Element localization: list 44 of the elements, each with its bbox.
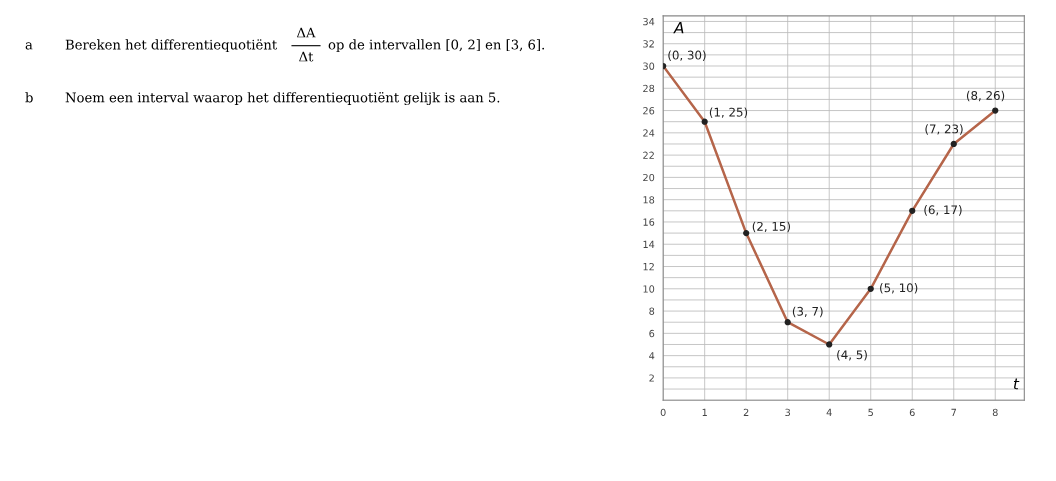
- annotation: (8, 26): [966, 90, 1005, 102]
- text: b: [25, 92, 33, 103]
- y-tick-label: 2: [649, 374, 654, 382]
- y-tick-label: 22: [643, 151, 654, 159]
- annotation: (3, 7): [792, 306, 823, 318]
- y-tick-label: 28: [643, 84, 655, 93]
- y-tick-label: 18: [643, 196, 655, 204]
- y-tick-label: 16: [643, 218, 655, 226]
- annotation: (6, 17): [924, 205, 962, 216]
- y-tick-label: 24: [643, 129, 655, 137]
- x-tick-label: 1: [702, 408, 707, 416]
- x-tick-label: 3: [785, 408, 791, 417]
- x-tick-label: 7: [951, 408, 957, 416]
- x-axis-title: t: [1013, 378, 1020, 390]
- x-tick-label: 0: [660, 408, 666, 417]
- x-tick-label: 2: [743, 408, 749, 416]
- text: ΔA: [296, 27, 316, 38]
- annotation: (5, 10): [880, 283, 918, 294]
- annotation: (4, 5): [837, 350, 867, 361]
- y-tick-label: 20: [643, 173, 655, 182]
- x-tick-label: 8: [992, 408, 998, 417]
- y-axis-title: A: [673, 22, 684, 34]
- y-tick-label: 14: [643, 240, 655, 248]
- y-tick-label: 30: [643, 62, 655, 70]
- text: Δt: [299, 51, 314, 62]
- y-tick-label: 12: [643, 262, 654, 271]
- annotation: (1, 25): [709, 107, 748, 119]
- annotation: (0, 30): [668, 50, 706, 61]
- text: Bereken het differentiequotiënt: [65, 39, 278, 53]
- y-tick-label: 10: [643, 285, 655, 293]
- y-tick-label: 32: [643, 40, 654, 48]
- x-tick-label: 6: [909, 408, 915, 417]
- x-tick-label: 5: [868, 408, 873, 417]
- y-tick-label: 4: [649, 352, 655, 360]
- x-tick-label: 4: [826, 408, 832, 416]
- text: a: [25, 42, 33, 50]
- annotation: (7, 23): [925, 124, 963, 135]
- y-tick-label: 34: [643, 17, 655, 26]
- text: op de intervallen [0, 2] en [3, 6].: [328, 39, 545, 53]
- text: Noem een interval waarop het differentiequotiënt gelijk is aan 5.: [65, 92, 500, 106]
- annotation: (2, 15): [752, 221, 790, 233]
- y-tick-label: 8: [649, 307, 655, 315]
- y-tick-label: 6: [649, 329, 655, 338]
- y-tick-label: 26: [643, 107, 655, 115]
